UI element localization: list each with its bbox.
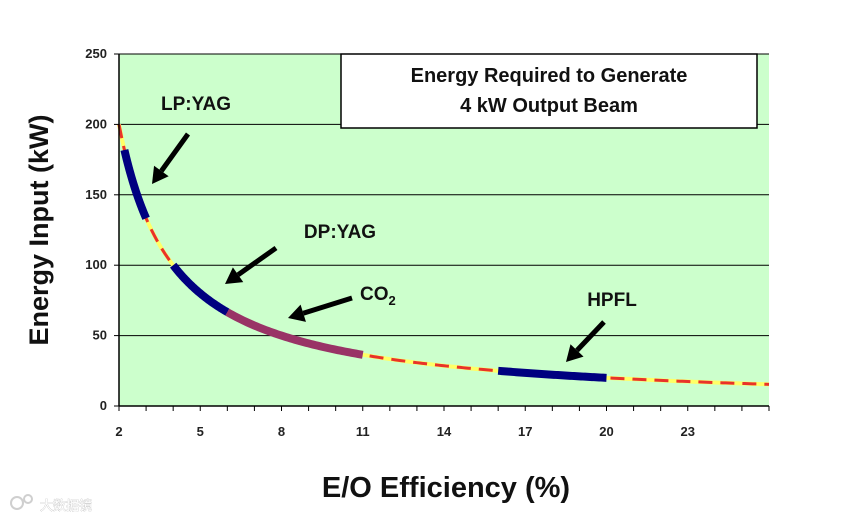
- x-tick-label-2: 2: [115, 424, 122, 439]
- arrow-dp-yag-head: [225, 267, 244, 284]
- y-tick-label-250: 250: [85, 46, 107, 61]
- chart-title-box: Energy Required to Generate 4 kW Output …: [340, 53, 758, 129]
- arrow-lp-yag-head: [152, 165, 169, 184]
- arrow-hpfl-head: [566, 344, 584, 362]
- x-tick-label-20: 20: [599, 424, 613, 439]
- segment-lp-yag: [120, 149, 150, 220]
- x-tick-label-14: 14: [437, 424, 452, 439]
- segment-co2: [225, 308, 364, 359]
- annotation-hpfl: HPFL: [587, 290, 637, 311]
- x-tick-label-8: 8: [278, 424, 285, 439]
- arrow-dp-yag-shaft: [236, 245, 278, 277]
- laser-segments: [120, 149, 607, 382]
- segment-hpfl: [497, 366, 607, 382]
- chart-title-line-2: 4 kW Output Beam: [460, 95, 638, 117]
- annotation-dp-yag: DP:YAG: [304, 222, 376, 243]
- y-tick-label-50: 50: [93, 328, 107, 343]
- y-tick-label-0: 0: [100, 398, 107, 413]
- arrow-hpfl-shaft: [575, 320, 606, 353]
- chart-title-line-1: Energy Required to Generate: [411, 65, 688, 87]
- axes: 0 50 100 150 200 250 2 5 8 11 14 17 20 23: [85, 46, 770, 439]
- arrow-co2-shaft: [302, 295, 353, 316]
- arrow-co2-head: [288, 304, 306, 322]
- segment-dp-yag: [170, 262, 230, 316]
- annotation-lp-yag: LP:YAG: [161, 94, 231, 115]
- y-tick-label-150: 150: [85, 187, 107, 202]
- x-tick-label-17: 17: [518, 424, 532, 439]
- x-axis-title: E/O Efficiency (%): [322, 472, 570, 504]
- x-tick-label-11: 11: [356, 424, 370, 439]
- x-tick-label-5: 5: [197, 424, 204, 439]
- annotation-co2-subscript: 2: [389, 293, 396, 308]
- y-tick-label-200: 200: [85, 116, 107, 131]
- watermark: 大数据镜: [10, 494, 92, 513]
- watermark-text: 大数据镜: [40, 498, 92, 513]
- arrow-lp-yag-shaft: [159, 132, 191, 173]
- y-axis-title: Energy Input (kW): [24, 115, 54, 346]
- x-tick-label-23: 23: [681, 424, 695, 439]
- y-tick-label-100: 100: [85, 257, 107, 272]
- watermark-logo-icon: [10, 494, 33, 510]
